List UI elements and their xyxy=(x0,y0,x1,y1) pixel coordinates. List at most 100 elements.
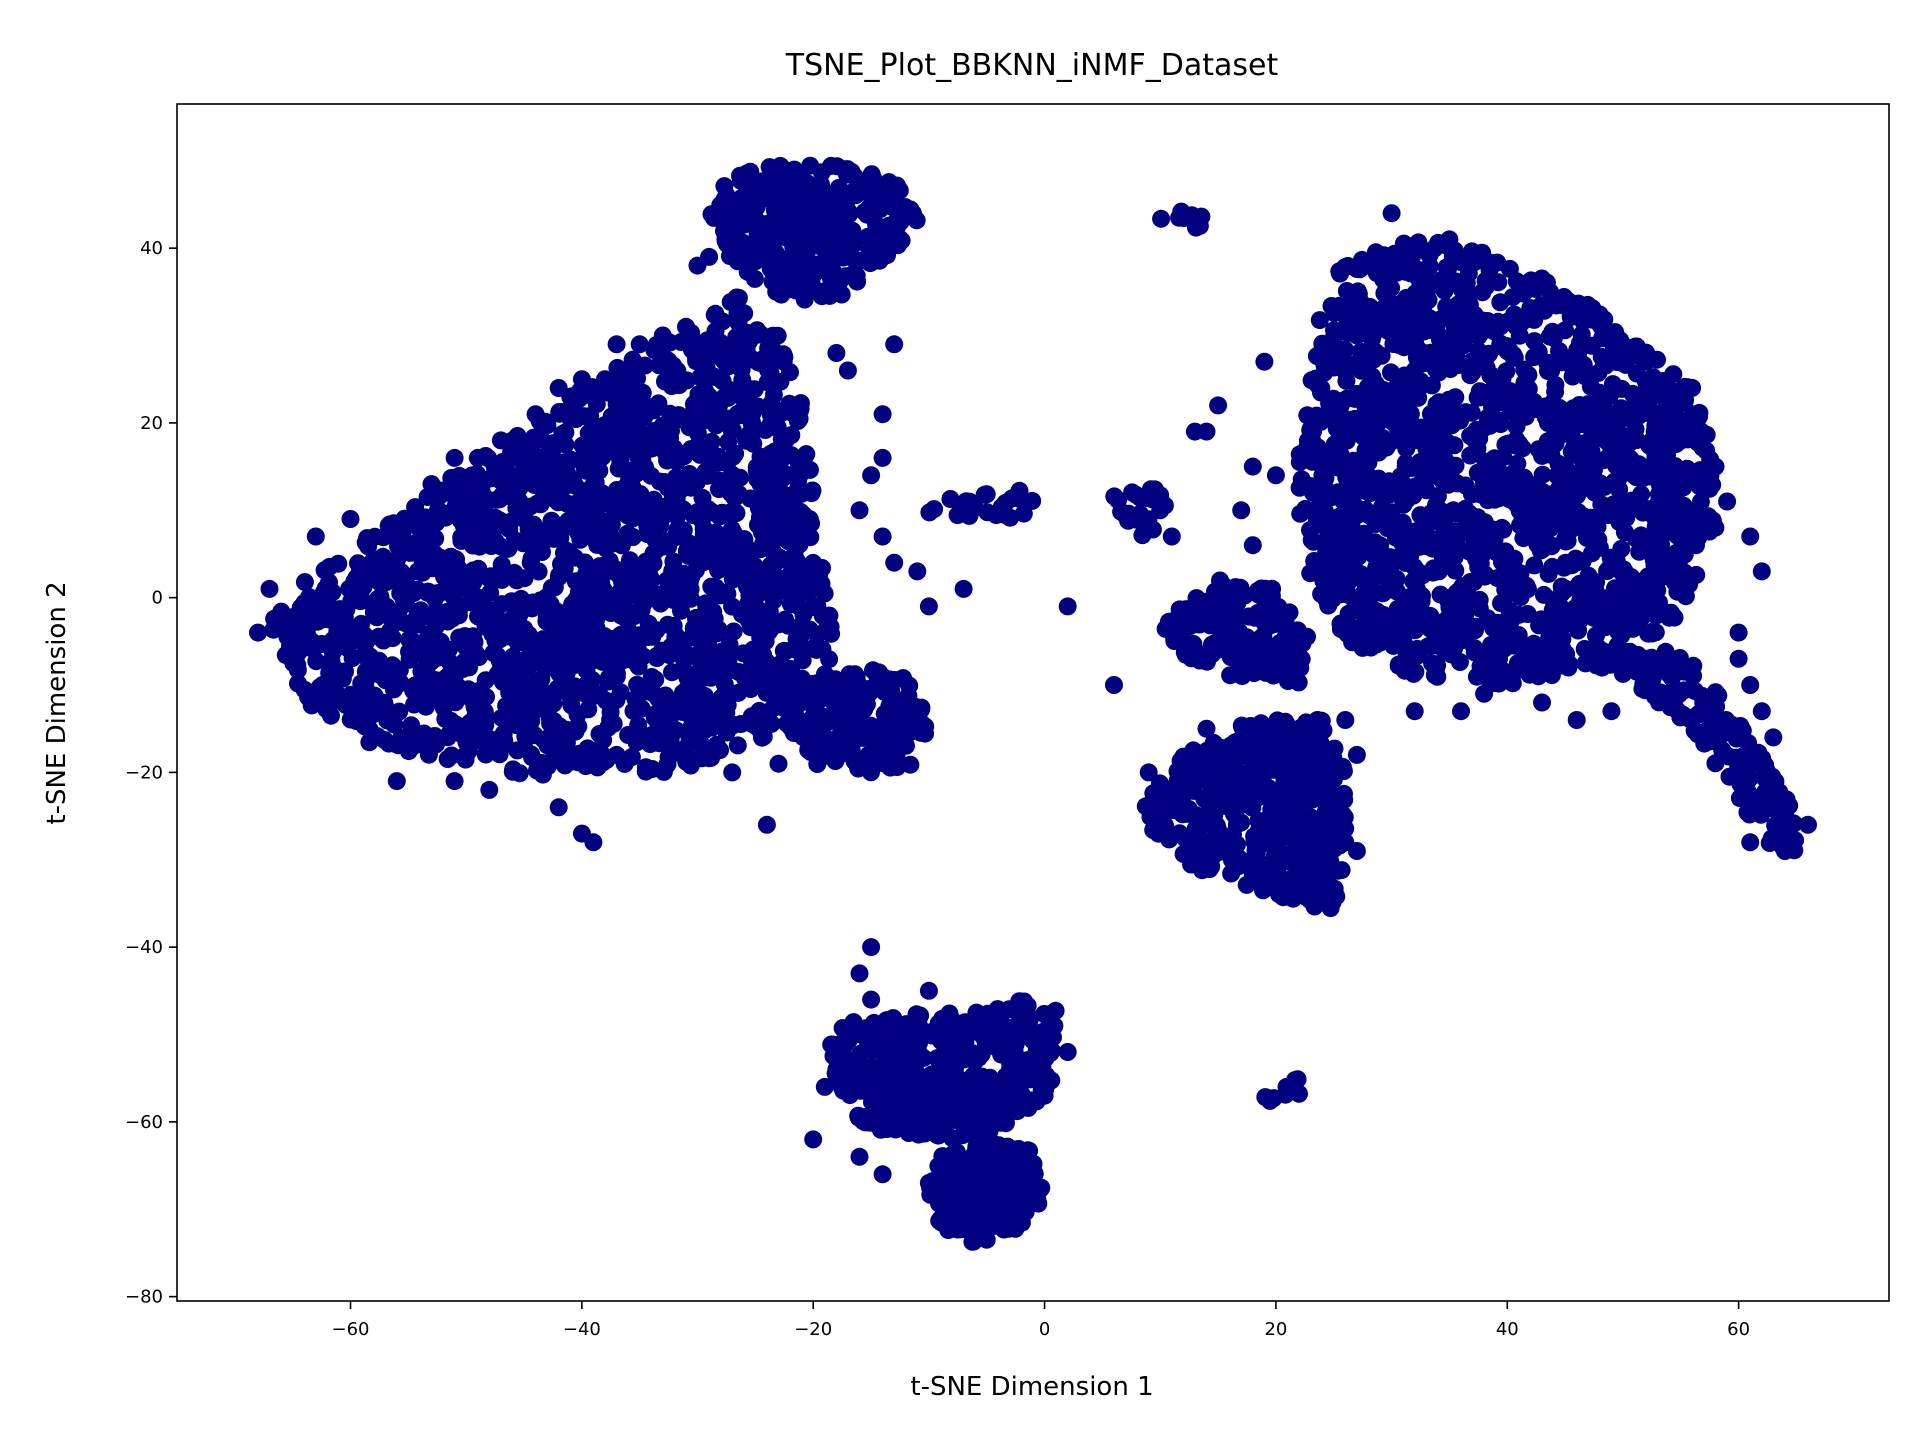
data-point xyxy=(738,326,756,345)
data-point xyxy=(732,360,751,379)
data-point xyxy=(418,583,437,602)
data-point xyxy=(826,752,845,770)
data-point xyxy=(582,597,600,616)
data-point xyxy=(714,453,733,472)
data-point xyxy=(996,506,1015,525)
data-point xyxy=(371,665,390,684)
data-point xyxy=(776,684,795,703)
data-point xyxy=(429,501,448,520)
data-point xyxy=(1302,502,1321,521)
data-point xyxy=(656,444,675,462)
data-point xyxy=(721,293,740,311)
data-point xyxy=(463,536,482,555)
data-point xyxy=(611,683,630,702)
data-point xyxy=(1584,523,1603,542)
data-point xyxy=(659,537,678,556)
data-point xyxy=(284,644,303,663)
data-point xyxy=(736,669,755,688)
data-point xyxy=(803,481,822,500)
data-point xyxy=(801,272,820,291)
data-point xyxy=(1663,684,1682,703)
data-point xyxy=(1305,412,1324,430)
data-point xyxy=(717,692,736,711)
data-point xyxy=(1387,417,1406,435)
data-point xyxy=(1252,714,1271,733)
data-point xyxy=(1310,311,1329,330)
data-point xyxy=(601,604,620,623)
data-point xyxy=(1452,280,1471,299)
data-point xyxy=(529,755,548,774)
data-point xyxy=(1552,353,1571,372)
data-point xyxy=(1308,727,1327,746)
data-point xyxy=(590,725,609,743)
data-point xyxy=(403,538,422,557)
data-point xyxy=(1632,526,1651,545)
data-point xyxy=(1252,629,1270,647)
data-point xyxy=(1172,627,1191,645)
data-point xyxy=(1451,653,1469,671)
data-point xyxy=(1606,557,1624,576)
data-point xyxy=(1405,535,1424,554)
data-point xyxy=(612,536,631,555)
data-point xyxy=(715,210,734,229)
data-point xyxy=(808,738,827,756)
data-point xyxy=(660,646,679,664)
data-point xyxy=(1654,501,1673,520)
data-point xyxy=(1577,577,1596,596)
data-point xyxy=(384,678,403,697)
data-point xyxy=(529,633,548,652)
data-point xyxy=(302,591,321,610)
data-point xyxy=(901,755,920,774)
data-point xyxy=(1665,659,1683,678)
data-point xyxy=(1660,608,1679,627)
data-point xyxy=(679,547,698,565)
data-point xyxy=(476,715,495,734)
data-point xyxy=(1419,291,1438,310)
data-point xyxy=(1427,395,1446,414)
data-point xyxy=(609,565,628,584)
data-point xyxy=(1302,371,1321,390)
data-point xyxy=(610,401,628,419)
data-point xyxy=(784,724,803,742)
data-point xyxy=(706,322,725,341)
data-point xyxy=(1312,453,1331,472)
data-point xyxy=(351,592,370,610)
data-point xyxy=(610,653,629,672)
data-point xyxy=(674,564,693,583)
data-point xyxy=(1542,507,1561,526)
data-point xyxy=(748,462,767,481)
data-point xyxy=(1634,600,1653,618)
data-point xyxy=(782,446,801,465)
data-point xyxy=(1212,616,1230,635)
data-point xyxy=(628,638,647,657)
data-point xyxy=(525,475,544,494)
data-point xyxy=(1575,308,1594,327)
data-point xyxy=(601,710,620,729)
data-point xyxy=(847,266,866,285)
data-point xyxy=(725,341,743,360)
data-point xyxy=(1500,259,1519,278)
data-point xyxy=(650,356,669,375)
data-point xyxy=(756,581,775,600)
data-point xyxy=(633,450,652,469)
data-point xyxy=(1540,327,1559,346)
data-point xyxy=(711,196,730,215)
data-point xyxy=(642,466,660,485)
data-point xyxy=(526,647,545,666)
data-point xyxy=(590,685,609,704)
data-point xyxy=(330,600,349,619)
data-point xyxy=(543,440,562,459)
data-point xyxy=(890,691,909,710)
data-point xyxy=(703,718,722,737)
data-point xyxy=(799,234,818,253)
data-point xyxy=(1270,809,1289,827)
data-point xyxy=(1243,798,1262,817)
data-point xyxy=(1697,425,1716,444)
data-point xyxy=(1435,281,1454,300)
chart-title: TSNE_Plot_BBKNN_iNMF_Dataset xyxy=(785,48,1279,83)
data-point xyxy=(744,434,763,453)
data-point xyxy=(745,380,764,399)
data-point xyxy=(406,676,425,695)
data-point xyxy=(1237,875,1256,894)
